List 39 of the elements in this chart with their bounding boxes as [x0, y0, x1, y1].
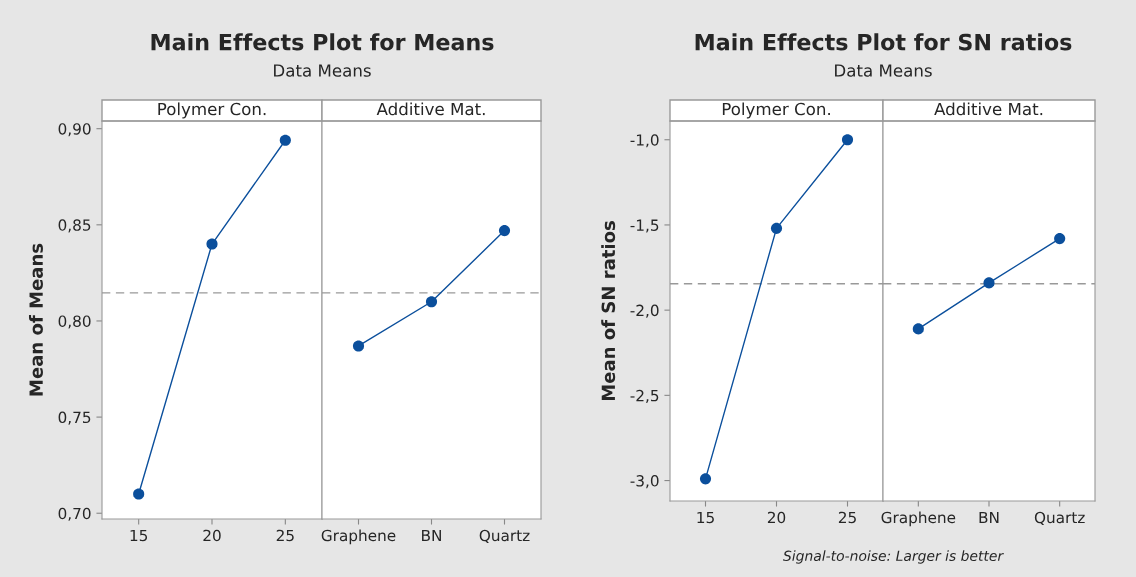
- chart-subtitle: Data Means: [274, 64, 371, 77]
- y-tick-label: -2,5: [630, 389, 659, 403]
- point: [770, 222, 783, 234]
- y-tick-label: -2,0: [630, 304, 659, 318]
- x-tick-label: Quartz: [1034, 511, 1085, 525]
- point: [206, 238, 218, 250]
- x-tick-label: 20: [767, 511, 786, 524]
- x-tick-label: Graphene: [321, 529, 396, 545]
- x-tick-label: 25: [838, 511, 856, 524]
- x-tick-label: Quartz: [479, 529, 530, 543]
- y-tick-label: -3,0: [630, 475, 659, 489]
- x-tick-label: BN: [979, 511, 999, 524]
- x-axis-title: Polymer Con.: [158, 102, 266, 119]
- x-axis-title: Additive Mat.: [376, 102, 485, 116]
- chart-title: Main Effects Plot for Means: [151, 33, 494, 51]
- y-tick-label: 0,70: [58, 507, 91, 521]
- x-tick-label: 15: [130, 529, 148, 542]
- x-tick-label: 20: [203, 529, 221, 542]
- y-tick-label: 0,75: [58, 411, 91, 425]
- x-tick-label: 25: [276, 529, 294, 542]
- y-tick-label: -1,0: [630, 134, 659, 148]
- x-tick-label: Graphene: [881, 511, 956, 527]
- x-axis-title: Additive Mat.: [934, 102, 1043, 116]
- x-tick-label: 15: [697, 511, 714, 524]
- y-tick-label: 0,90: [58, 123, 91, 137]
- x-axis-title: Polymer Con.: [722, 102, 830, 119]
- chart-title: Main Effects Plot for SN ratios: [695, 33, 1072, 51]
- x-tick-label: BN: [422, 529, 441, 542]
- chart-subtitle: Data Means: [835, 64, 932, 77]
- text: Signal-to-noise: Larger is better: [783, 550, 1004, 564]
- point: [841, 134, 854, 146]
- point: [133, 488, 145, 500]
- y-tick-label: -1,5: [630, 219, 659, 233]
- y-axis-title: Mean of Means: [28, 243, 43, 396]
- y-tick-label: 0,85: [58, 219, 91, 233]
- point: [279, 134, 291, 146]
- y-tick-label: 0,80: [58, 315, 91, 329]
- point: [699, 473, 712, 485]
- y-axis-title: Mean of SN ratios: [601, 221, 616, 401]
